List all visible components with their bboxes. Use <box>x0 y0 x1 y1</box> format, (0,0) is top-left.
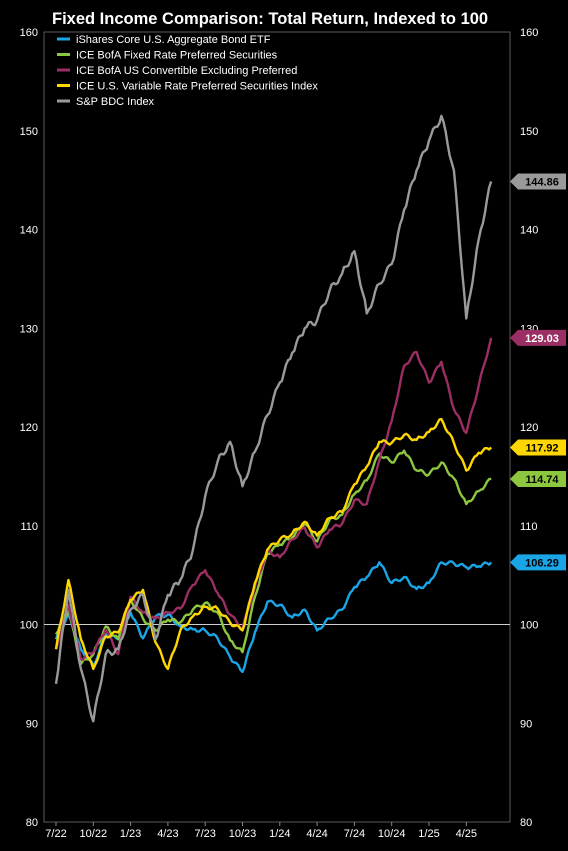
y-tick-label-right: 80 <box>520 817 532 829</box>
y-tick-label-left: 100 <box>20 620 38 632</box>
y-tick-label-right: 90 <box>520 718 532 730</box>
legend-entry: ICE BofA US Convertible Excluding Prefer… <box>76 65 297 77</box>
y-tick-label-left: 80 <box>26 817 38 829</box>
y-tick-label-right: 100 <box>520 620 538 632</box>
end-label: 144.86 <box>510 173 566 190</box>
series-lines <box>54 114 493 723</box>
y-tick-label-right: 150 <box>520 126 538 138</box>
end-label-value: 129.03 <box>525 333 559 345</box>
x-tick-label: 10/23 <box>229 828 257 840</box>
y-tick-label-left: 140 <box>20 225 38 237</box>
x-tick-label: 7/22 <box>45 828 66 840</box>
end-label-value: 114.74 <box>525 474 559 486</box>
y-tick-label-left: 90 <box>26 718 38 730</box>
x-tick-label: 4/25 <box>456 828 477 840</box>
legend-entry: iShares Core U.S. Aggregate Bond ETF <box>76 34 271 46</box>
end-label: 114.74 <box>510 470 566 487</box>
end-label: 106.29 <box>510 554 566 571</box>
series-line-4 <box>54 417 493 671</box>
legend-entry: ICE BofA Fixed Rate Preferred Securities <box>76 50 278 62</box>
chart-title: Fixed Income Comparison: Total Return, I… <box>52 10 489 28</box>
x-axis: 7/22 10/22 1/23 4/23 7/23 10/23 1/24 4/24 7/24 10… <box>45 822 477 840</box>
x-tick-label: 4/23 <box>157 828 178 840</box>
end-label: 129.03 <box>510 329 566 346</box>
legend-entry: S&P BDC Index <box>76 96 155 108</box>
y-tick-label-right: 140 <box>520 225 538 237</box>
x-tick-label: 7/23 <box>194 828 215 840</box>
x-tick-label: 7/24 <box>344 828 365 840</box>
x-tick-label: 4/24 <box>306 828 327 840</box>
x-tick-label: 10/22 <box>80 828 108 840</box>
end-label: 117.92 <box>510 439 566 456</box>
x-tick-label: 1/25 <box>418 828 439 840</box>
plot-area <box>43 31 511 823</box>
y-tick-label-left: 150 <box>20 126 38 138</box>
x-tick-label: 1/23 <box>120 828 141 840</box>
x-tick-label: 1/24 <box>269 828 290 840</box>
legend: iShares Core U.S. Aggregate Bond ETF ICE … <box>57 34 318 108</box>
y-tick-label-right: 110 <box>520 521 538 533</box>
y-tick-label-left: 160 <box>20 27 38 39</box>
y-tick-label-left: 120 <box>20 422 38 434</box>
end-label-value: 144.86 <box>525 177 559 189</box>
y-tick-label-left: 110 <box>20 521 38 533</box>
end-labels: 106.29 114.74 129.03 117.92 144.86 <box>510 173 566 571</box>
end-label-value: 106.29 <box>525 557 559 569</box>
legend-entry: ICE U.S. Variable Rate Preferred Securit… <box>76 81 318 93</box>
y-tick-label-right: 120 <box>520 422 538 434</box>
end-label-value: 117.92 <box>525 443 558 455</box>
y-axis-left: 80 90 100 110 120 130 140 150 160 <box>20 27 38 829</box>
y-tick-label-left: 130 <box>20 323 38 335</box>
y-tick-label-right: 160 <box>520 27 538 39</box>
x-tick-label: 10/24 <box>378 828 406 840</box>
series-line-5 <box>54 114 493 723</box>
